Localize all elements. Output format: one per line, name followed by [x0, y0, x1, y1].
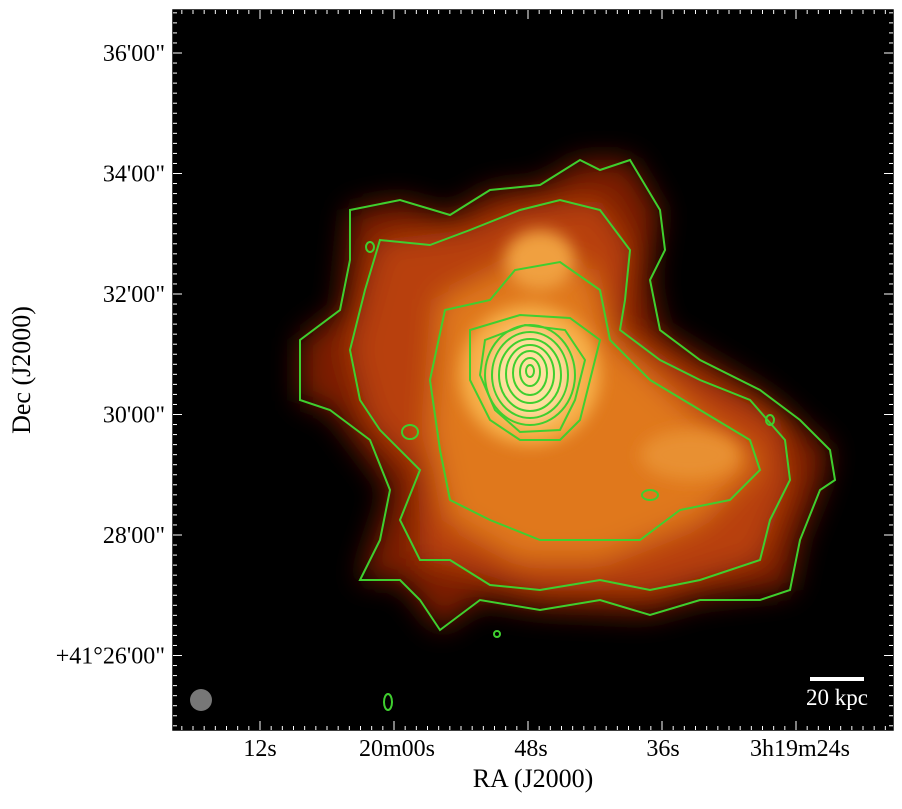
x-tick-label: 20m00s — [359, 736, 435, 762]
beam — [190, 689, 212, 711]
y-tick-label: 28'00" — [103, 523, 165, 549]
radio-image: 20 kpc — [173, 10, 893, 730]
x-tick-label: 12s — [243, 736, 276, 762]
scale-bar-label: 20 kpc — [806, 685, 868, 710]
x-axis-label: RA (J2000) — [473, 764, 594, 793]
x-tick-label: 48s — [514, 736, 547, 762]
y-tick-label: +41°26'00" — [56, 644, 165, 670]
x-tick-label: 36s — [646, 736, 679, 762]
y-tick-label: 30'00" — [103, 403, 165, 429]
x-tick-label: 3h19m24s — [750, 736, 850, 762]
contours — [299, 158, 837, 711]
y-tick-label: 36'00" — [103, 41, 165, 67]
frame — [172, 9, 894, 731]
y-tick-label: 32'00" — [103, 282, 165, 308]
y-tick-label: 34'00" — [103, 162, 165, 188]
y-axis-label: Dec (J2000) — [7, 306, 36, 434]
